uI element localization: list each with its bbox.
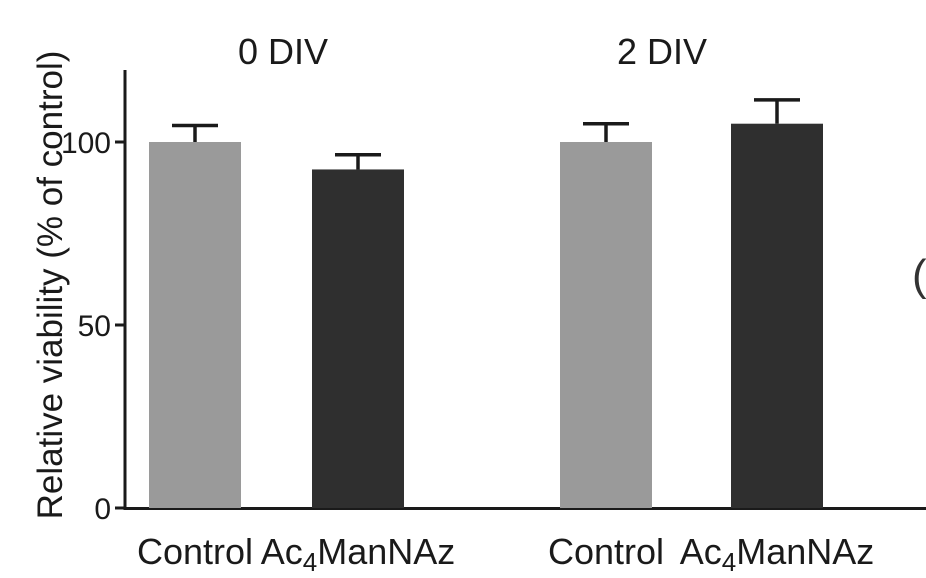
bars-layer — [149, 98, 823, 508]
cut-off-glyph: ( — [912, 251, 926, 300]
x-tick-label: Ac4ManNAz — [680, 531, 875, 577]
bar — [312, 169, 404, 508]
y-tick-label: 50 — [78, 310, 111, 343]
y-ticks: 0 50 100 — [61, 127, 125, 526]
group-label: 2 DIV — [617, 31, 707, 72]
bar — [149, 142, 241, 508]
x-tick-label: Ac4ManNAz — [261, 531, 456, 577]
group-label: 0 DIV — [238, 31, 328, 72]
bar — [731, 123, 823, 508]
x-tick-label: Control — [137, 531, 253, 572]
y-tick-label: 100 — [61, 127, 111, 160]
y-axis-title: Relative viability (% of control) — [31, 51, 70, 520]
y-tick-label: 0 — [94, 493, 111, 526]
x-tick-label: Control — [548, 531, 664, 572]
bar — [560, 142, 652, 508]
